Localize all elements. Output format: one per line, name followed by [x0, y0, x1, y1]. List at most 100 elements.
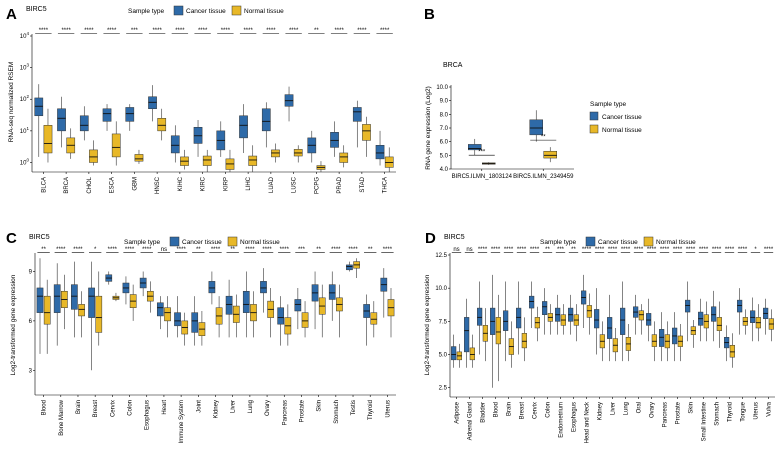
significance-label: * [94, 247, 97, 253]
x-category-label: Kidney [598, 402, 604, 420]
significance-label: ns [453, 247, 459, 253]
significance-label: **** [530, 247, 540, 253]
box-cancer [260, 281, 267, 294]
box-cancer [516, 307, 522, 329]
legend-cancer-label: Cancer tissue [182, 239, 222, 246]
y-axis-label: Log2-transformed gene expression [424, 274, 431, 375]
box-cancer [36, 287, 44, 313]
significance-label: ** [314, 28, 319, 34]
box-normal [586, 305, 592, 318]
significance-label: **** [348, 247, 358, 253]
x-category-label: BLCA [41, 177, 47, 193]
x-category-label: KIHC [178, 176, 184, 191]
significance-label: **** [39, 28, 49, 34]
x-category-label: Breast [520, 402, 526, 420]
y-tick-label: 8.0 [440, 112, 449, 118]
significance-label: ** [571, 247, 576, 253]
box-cancer [225, 295, 233, 315]
box-normal [716, 317, 722, 331]
significance-label: ** [316, 247, 321, 253]
panel-D: D BIRC5 Sample type Cancer tissue Normal tis… [424, 230, 775, 443]
x-category-label: THCA [383, 177, 389, 193]
legend-cancer-label: Cancer tissue [598, 239, 638, 246]
x-category-label: GBM [132, 177, 138, 191]
box-normal [370, 312, 378, 325]
x-category-label: Blood [42, 400, 48, 415]
box-normal [248, 155, 258, 166]
box-cancer [102, 108, 112, 122]
x-category-label: ESCA [110, 177, 116, 193]
y-tick-label: 4.0 [440, 167, 449, 173]
x-category-label: Thyroid [368, 400, 374, 420]
box-cancer [750, 310, 756, 323]
box-cancer [594, 309, 600, 329]
significance-label: **** [245, 247, 255, 253]
significance-label: **** [738, 247, 748, 253]
legend-swatch-normal [643, 236, 654, 247]
x-category-label: STAD [360, 176, 366, 192]
significance-label: ** [230, 247, 235, 253]
box-cancer [88, 287, 95, 318]
significance-label: ** [196, 247, 201, 253]
legend-swatch-cancer [585, 236, 596, 247]
significance-label: **** [517, 247, 527, 253]
x-category-label: Joint [196, 400, 202, 413]
y-axis-label: RNA gene expression (Log2) [425, 86, 432, 169]
x-category-label: Cervix [533, 402, 539, 419]
box-cancer [620, 307, 626, 335]
significance-label: **** [198, 28, 208, 34]
panel-letter-A: A [6, 6, 17, 23]
significance-label: **** [582, 247, 592, 253]
significance-label: **** [334, 28, 344, 34]
y-tick-label: 12.5 [435, 253, 447, 259]
x-category-label: Tongue [741, 401, 747, 421]
box-cancer [375, 145, 385, 160]
legend-swatch-cancer [173, 5, 184, 16]
panel-B: B BRCA Sample type Cancer tissue Normal tiss… [424, 6, 642, 180]
legend-A: Sample type Cancer tissue Normal tissue [128, 5, 284, 16]
significance-label: ns [161, 247, 167, 253]
x-category-label: Adrenal Gland [468, 402, 474, 440]
box-cancer [125, 107, 135, 122]
box-cancer [208, 281, 216, 294]
significance-label: ** [545, 247, 550, 253]
legend-D: Sample type Cancer tissue Normal tissue [540, 236, 696, 247]
legend-swatch-normal [231, 5, 242, 16]
box-cancer [242, 290, 250, 313]
significance-label: **** [491, 247, 501, 253]
box-normal [543, 150, 557, 159]
x-category-label: Bladder [481, 402, 487, 423]
significance-label: **** [673, 247, 683, 253]
y-tick-label: 103 [20, 63, 30, 72]
box-normal [202, 155, 212, 166]
x-category-label: PRAD [337, 176, 343, 193]
significance-label: *** [478, 150, 486, 156]
significance-label: **** [152, 28, 162, 34]
significance-label: **** [176, 247, 186, 253]
y-tick-exponent: 0 [26, 157, 29, 162]
x-category-label: Stomach [334, 400, 340, 424]
x-category-label: Colon [546, 402, 552, 418]
box-normal [43, 295, 51, 325]
y-tick-label: 10.0 [435, 286, 447, 292]
x-category-label: Skin [317, 400, 323, 412]
significance-label: ** [368, 247, 373, 253]
x-category-label: Skin [689, 402, 695, 414]
box-cancer [191, 312, 199, 333]
significance-label: **** [660, 247, 670, 253]
x-category-label: Thyroid [728, 402, 734, 422]
x-category-label: Brain [76, 400, 82, 414]
y-tick-label: 10.0 [436, 85, 448, 91]
legend-cancer-label: Cancer tissue [186, 8, 226, 15]
y-tick-label: 5.0 [440, 153, 449, 159]
significance-label: *** [557, 247, 565, 253]
x-category-label: HNSC [155, 176, 161, 194]
box-cancer [346, 264, 353, 271]
y-tick-base: 10 [20, 34, 27, 40]
significance-label: ** [541, 135, 546, 141]
box-cancer [57, 108, 66, 132]
box-cancer [529, 119, 543, 136]
y-tick-label: 2.5 [439, 386, 448, 392]
y-tick-label: 104 [20, 31, 30, 40]
